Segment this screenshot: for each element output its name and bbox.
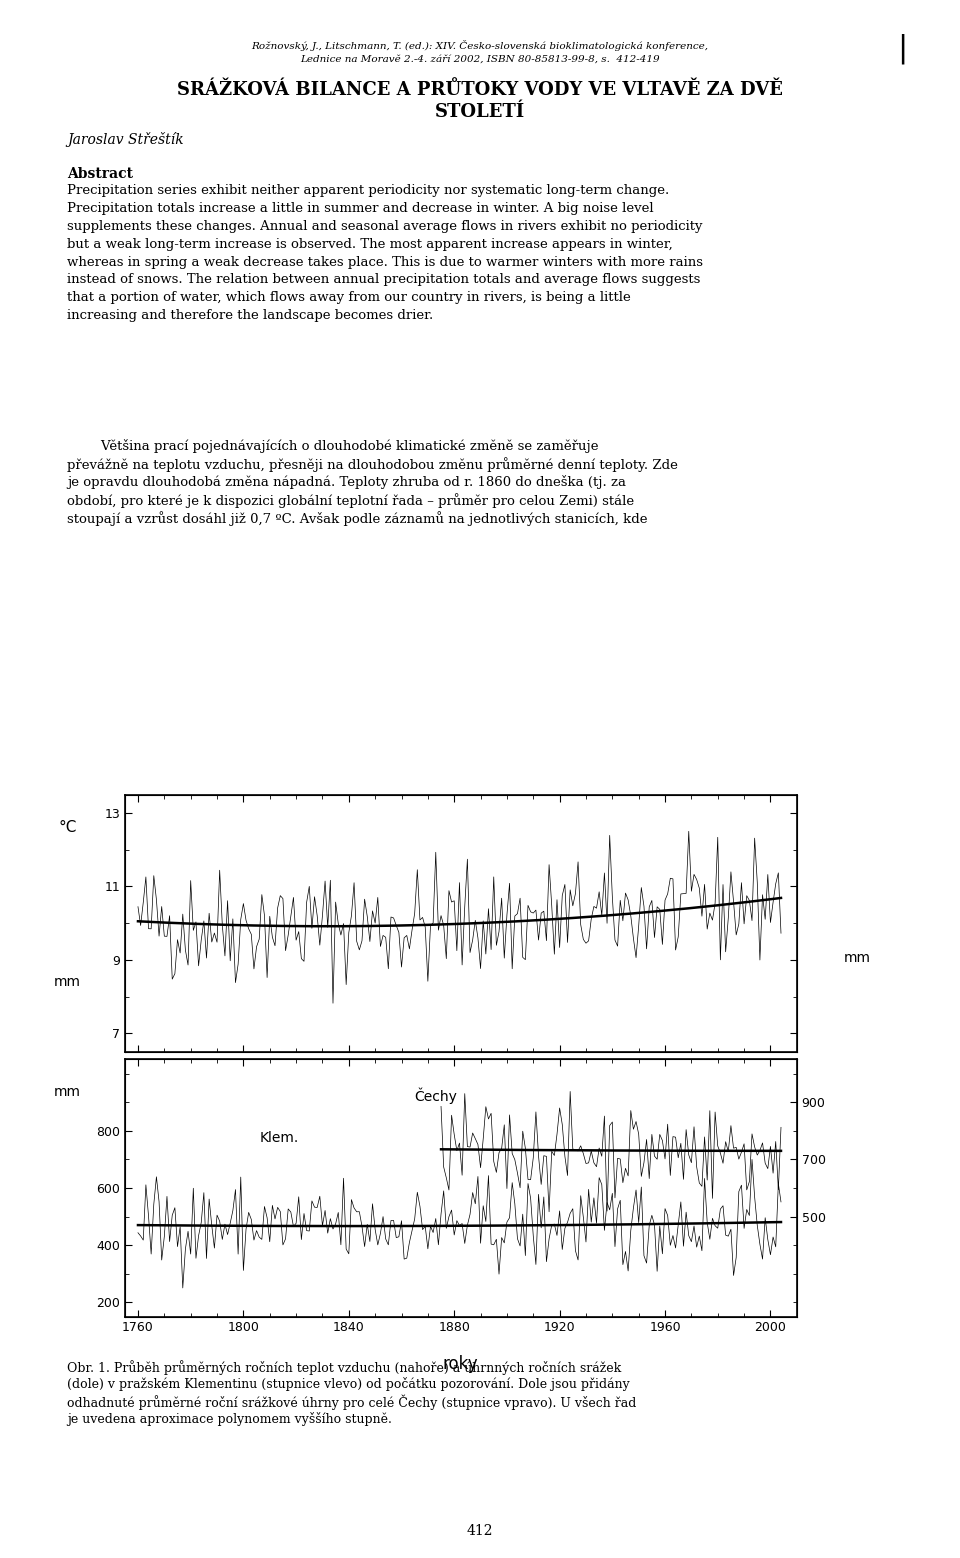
- Text: °C: °C: [59, 821, 77, 835]
- Text: Obr. 1. Průběh průměrných ročních teplot vzduchu (nahoře) a úhrnných ročních srá: Obr. 1. Průběh průměrných ročních teplot…: [67, 1360, 621, 1376]
- Text: Většina prací pojednávajících o dlouhodobé klimatické změně se zaměřuje: Většina prací pojednávajících o dlouhodo…: [67, 439, 599, 453]
- Text: stoupají a vzrůst dosáhl již 0,7 ºC. Avšak podle záznamů na jednotlivých stanicí: stoupají a vzrůst dosáhl již 0,7 ºC. Avš…: [67, 511, 648, 527]
- Text: SRÁŽKOVÁ BILANCE A PRŮTOKY VODY VE VLTAVĚ ZA DVĚ: SRÁŽKOVÁ BILANCE A PRŮTOKY VODY VE VLTAV…: [177, 81, 783, 100]
- Text: Abstract: Abstract: [67, 167, 133, 181]
- Text: whereas in spring a weak decrease takes place. This is due to warmer winters wit: whereas in spring a weak decrease takes …: [67, 256, 703, 268]
- Text: období, pro které je k dispozici globální teplotní řada – průměr pro celou Zemi): období, pro které je k dispozici globáln…: [67, 492, 635, 508]
- Text: (dole) v pražském Klementinu (stupnice vlevo) od počátku pozorování. Dole jsou p: (dole) v pražském Klementinu (stupnice v…: [67, 1377, 630, 1391]
- Text: je uvedena aproximace polynomem vyššího stupně.: je uvedena aproximace polynomem vyššího …: [67, 1412, 392, 1426]
- Text: Klem.: Klem.: [259, 1131, 299, 1145]
- Text: Lednice na Moravě 2.-4. září 2002, ISBN 80-85813-99-8, s.  412-419: Lednice na Moravě 2.-4. září 2002, ISBN …: [300, 55, 660, 64]
- Text: that a portion of water, which flows away from our country in rivers, is being a: that a portion of water, which flows awa…: [67, 291, 631, 304]
- Text: instead of snows. The relation between annual precipitation totals and average f: instead of snows. The relation between a…: [67, 273, 701, 287]
- Text: increasing and therefore the landscape becomes drier.: increasing and therefore the landscape b…: [67, 308, 434, 323]
- Text: Jaroslav Střeštík: Jaroslav Střeštík: [67, 132, 183, 148]
- Text: roky: roky: [443, 1355, 479, 1373]
- Text: STOLETÍ: STOLETÍ: [435, 103, 525, 122]
- Text: Precipitation totals increase a little in summer and decrease in winter. A big n: Precipitation totals increase a little i…: [67, 203, 654, 215]
- Text: mm: mm: [844, 950, 871, 964]
- Text: je opravdu dlouhodobá změna nápadná. Teploty zhruba od r. 1860 do dneška (tj. za: je opravdu dlouhodobá změna nápadná. Tep…: [67, 475, 626, 489]
- Text: převážně na teplotu vzduchu, přesněji na dlouhodobou změnu průměrné denní teplot: převážně na teplotu vzduchu, přesněji na…: [67, 458, 678, 472]
- Text: mm: mm: [54, 975, 82, 988]
- Text: Precipitation series exhibit neither apparent periodicity nor systematic long-te: Precipitation series exhibit neither app…: [67, 184, 669, 196]
- Text: mm: mm: [54, 1086, 82, 1098]
- Text: |: |: [898, 33, 908, 64]
- Text: Rožnovský, J., Litschmann, T. (ed.): XIV. Česko-slovenská bioklimatologická konf: Rožnovský, J., Litschmann, T. (ed.): XIV…: [252, 41, 708, 51]
- Text: but a weak long-term increase is observed. The most apparent increase appears in: but a weak long-term increase is observe…: [67, 237, 673, 251]
- Text: Čechy: Čechy: [414, 1087, 457, 1103]
- Text: supplements these changes. Annual and seasonal average flows in rivers exhibit n: supplements these changes. Annual and se…: [67, 220, 703, 232]
- Text: 412: 412: [467, 1524, 493, 1538]
- Text: odhadnuté průměrné roční srážkové úhrny pro celé Čechy (stupnice vpravo). U všec: odhadnuté průměrné roční srážkové úhrny …: [67, 1394, 636, 1410]
